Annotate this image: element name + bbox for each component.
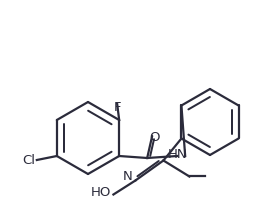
Text: HO: HO (91, 185, 111, 198)
Text: Cl: Cl (22, 155, 35, 168)
Text: F: F (113, 101, 121, 114)
Text: HN: HN (167, 148, 187, 161)
Text: O: O (149, 131, 160, 144)
Text: N: N (123, 170, 132, 183)
